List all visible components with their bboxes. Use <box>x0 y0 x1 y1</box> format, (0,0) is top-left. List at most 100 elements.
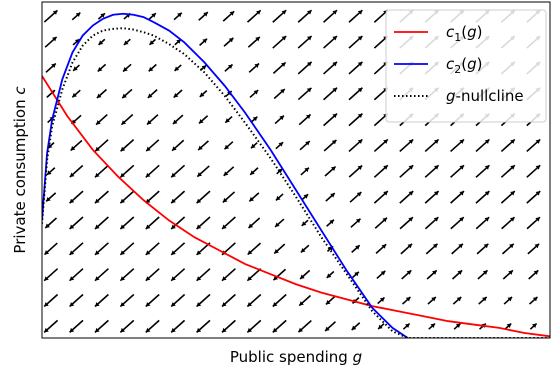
vector-arrow <box>399 164 414 178</box>
vector-arrow <box>399 138 414 153</box>
vector-arrow <box>424 216 439 230</box>
vector-arrow <box>69 164 84 178</box>
vector-arrow <box>119 242 135 256</box>
vector-arrow <box>323 112 338 127</box>
vector-arrow <box>300 167 310 176</box>
vector-arrow <box>45 192 57 203</box>
vector-arrow <box>119 293 135 308</box>
vector-arrow <box>121 88 133 99</box>
vector-arrow <box>223 37 234 47</box>
vector-arrow <box>297 9 313 23</box>
vector-arrow <box>301 193 309 201</box>
y-axis-label-text: Private consumption <box>11 95 29 254</box>
vector-arrow <box>94 164 109 178</box>
legend-label: c1(g) <box>446 23 483 44</box>
vector-arrow <box>528 269 539 280</box>
vector-arrow <box>348 164 363 178</box>
vector-arrow <box>196 190 211 204</box>
vector-arrow <box>324 165 337 177</box>
vector-arrow <box>69 190 84 204</box>
vector-arrow <box>299 269 311 280</box>
vector-arrow <box>120 139 135 152</box>
legend-entry-c1: c1(g) <box>394 23 483 44</box>
vector-arrow <box>94 268 109 282</box>
legend-label: c2(g) <box>446 55 483 76</box>
vector-arrow <box>146 114 159 126</box>
vector-arrow <box>323 9 338 23</box>
vector-arrow <box>348 87 363 101</box>
vector-arrow <box>298 113 312 126</box>
y-axis-label: Private consumption c <box>11 86 29 254</box>
vector-arrow <box>348 61 363 75</box>
vector-arrow <box>145 190 160 204</box>
vector-arrow <box>71 11 81 21</box>
x-axis-label-var: g <box>353 348 363 366</box>
vector-arrow <box>424 164 440 178</box>
vector-arrow <box>349 191 362 203</box>
vector-arrow <box>324 321 337 332</box>
vector-arrow <box>221 216 236 230</box>
vector-arrow <box>172 114 184 125</box>
vector-arrow <box>402 322 411 330</box>
vector-arrow <box>69 268 84 282</box>
vector-arrow <box>170 216 186 230</box>
vector-arrow <box>43 293 59 308</box>
vector-arrow <box>119 216 135 230</box>
vector-arrow <box>450 216 465 230</box>
vector-arrow <box>428 322 436 330</box>
vector-arrow <box>94 216 109 230</box>
vector-arrow <box>526 216 541 230</box>
vector-arrow <box>323 139 337 152</box>
c2-curve <box>42 12 409 338</box>
vector-arrow <box>272 9 287 23</box>
vector-arrow <box>221 319 236 333</box>
vector-arrow <box>300 244 310 253</box>
vector-arrow <box>43 268 59 282</box>
vector-arrow <box>376 270 386 280</box>
vector-arrow <box>199 90 208 98</box>
vector-arrow <box>94 139 109 152</box>
vector-arrow <box>348 138 363 153</box>
vector-arrow <box>173 89 183 99</box>
vector-arrow <box>350 218 362 228</box>
vector-arrow <box>297 319 312 333</box>
vector-arrow <box>475 138 490 153</box>
vector-arrow <box>69 293 84 308</box>
vector-arrow <box>475 164 490 178</box>
vector-arrow <box>246 293 262 308</box>
x-axis-label-text: Public spending <box>230 348 353 366</box>
vector-arrow <box>425 243 439 255</box>
vector-arrow <box>348 9 363 23</box>
curves <box>42 12 550 338</box>
vector-arrow <box>323 61 338 75</box>
vector-arrow <box>198 115 209 125</box>
vector-arrow <box>450 164 465 178</box>
vector-arrow <box>374 217 388 229</box>
vector-arrow <box>373 138 389 153</box>
vector-arrow <box>375 243 387 254</box>
vector-arrow <box>476 243 489 255</box>
vector-arrow <box>373 190 389 204</box>
vector-arrow <box>526 164 541 178</box>
vector-arrow <box>500 190 516 204</box>
vector-arrow <box>145 242 160 256</box>
vector-arrow <box>94 242 109 256</box>
vector-arrow <box>299 140 311 151</box>
vector-arrow <box>199 38 208 46</box>
x-axis-label: Public spending g <box>230 348 362 366</box>
plot-frame <box>41 1 551 339</box>
vector-arrow <box>196 268 211 282</box>
y-axis-label-var: c <box>11 86 29 95</box>
vector-arrow <box>148 63 157 72</box>
vector-arrow <box>196 319 211 333</box>
vector-arrow <box>170 319 186 333</box>
vector-arrow <box>72 64 80 72</box>
vector-arrow <box>98 38 106 46</box>
vector-arrow <box>501 243 515 255</box>
legend: c1(g) c2(g) g-nullcline <box>385 9 547 123</box>
vector-arrow <box>170 268 186 282</box>
vector-arrow <box>174 38 182 46</box>
vector-arrow <box>69 319 84 333</box>
vector-arrow <box>273 243 286 255</box>
